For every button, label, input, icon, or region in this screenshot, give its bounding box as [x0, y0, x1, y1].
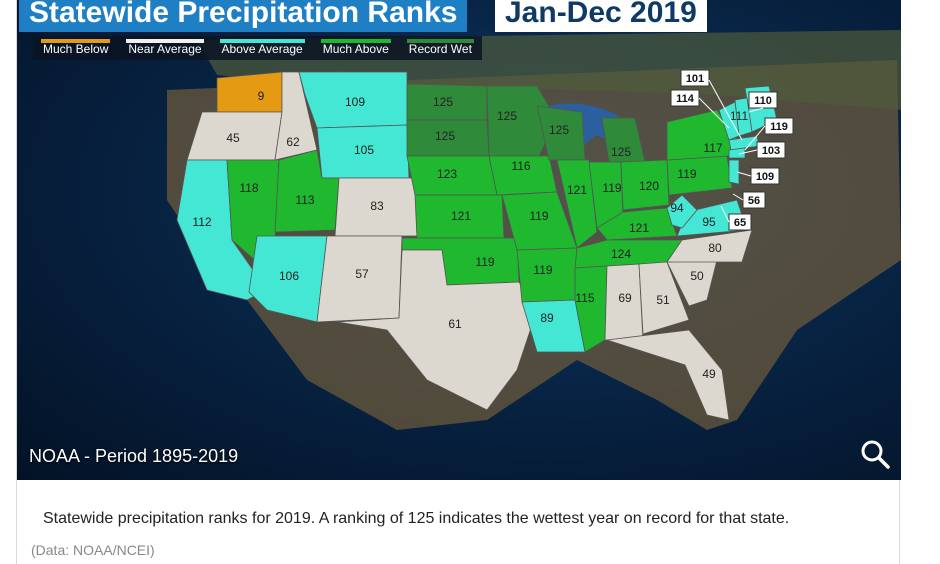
legend-swatch: [320, 39, 391, 43]
state-vt[interactable]: [718, 101, 740, 141]
rank-id: 62: [286, 135, 300, 149]
callout-nj: 109: [756, 171, 774, 183]
rank-ut: 113: [295, 193, 314, 207]
rank-ok: 119: [475, 255, 494, 269]
period-credit: NOAA - Period 1895-2019: [29, 446, 239, 466]
rank-sc: 50: [690, 269, 704, 283]
precipitation-map: 9 45 62 109 105 112 118 113 83 106 57 12…: [17, 0, 901, 480]
legend-swatch: [406, 39, 474, 43]
legend: Much Below Near Average Above Average Mu…: [33, 36, 482, 60]
rank-in: 119: [602, 181, 621, 195]
rank-az: 106: [279, 269, 299, 283]
rank-nm: 57: [355, 267, 369, 281]
rank-il: 121: [567, 183, 587, 197]
figure-card: 9 45 62 109 105 112 118 113 83 106 57 12…: [16, 0, 901, 564]
callout-me: 110: [754, 95, 772, 107]
rank-tn: 124: [611, 247, 631, 261]
zoom-icon[interactable]: [859, 438, 891, 470]
rank-mi: 125: [611, 145, 631, 159]
callout-ma-box: [680, 69, 710, 87]
rank-or: 45: [226, 131, 240, 145]
callout-leaders: [698, 79, 766, 223]
rank-ks: 121: [451, 209, 471, 223]
map-canvas: 9 45 62 109 105 112 118 113 83 106 57 12…: [167, 30, 901, 430]
data-source: (Data: NOAA/NCEI): [31, 542, 155, 558]
state-id[interactable]: [274, 71, 318, 161]
rank-fl: 49: [702, 367, 716, 381]
legend-swatch: [219, 39, 305, 43]
rank-al: 69: [618, 291, 632, 305]
rank-va: 95: [702, 215, 716, 229]
rank-wa: 9: [258, 89, 265, 103]
legend-above-average: Above Average: [212, 36, 313, 60]
state-nj[interactable]: [728, 159, 740, 185]
figure-caption: Statewide precipitation ranks for 2019. …: [43, 510, 790, 527]
rank-ca: 112: [192, 215, 211, 229]
magnifier-icon: [861, 440, 890, 469]
rank-ga: 51: [656, 293, 670, 307]
rank-sd: 125: [435, 129, 455, 143]
state-wa[interactable]: [216, 71, 283, 113]
callout-de: 56: [748, 195, 760, 207]
rank-nh: 111: [730, 109, 749, 123]
map-subtitle: Jan-Dec 2019: [495, 0, 707, 32]
rank-wv: 94: [670, 201, 684, 215]
legend-label: Above Average: [221, 42, 303, 56]
rank-mn: 125: [497, 109, 517, 123]
legend-swatch: [41, 39, 111, 43]
legend-much-below: Much Below: [33, 36, 118, 60]
rank-mo: 119: [529, 209, 548, 223]
state-tx[interactable]: [336, 249, 538, 411]
rank-ms: 115: [575, 291, 594, 305]
state-wv[interactable]: [666, 194, 698, 229]
state-ct[interactable]: [728, 147, 746, 159]
rank-nv: 118: [239, 181, 258, 195]
rank-wy: 105: [354, 143, 374, 157]
state-oh[interactable]: [620, 159, 670, 211]
legend-near-average: Near Average: [118, 36, 211, 60]
legend-label: Much Below: [43, 42, 109, 56]
rank-la: 89: [540, 311, 554, 325]
state-nc[interactable]: [666, 229, 753, 263]
callout-ri: 119: [770, 121, 788, 133]
rank-pa: 119: [677, 167, 696, 181]
state-fl[interactable]: [606, 329, 730, 421]
rank-tx: 61: [448, 317, 462, 331]
legend-record-wet: Record Wet: [399, 36, 482, 60]
legend-label: Record Wet: [408, 42, 472, 56]
rank-ny: 117: [703, 141, 722, 155]
rank-nd: 125: [433, 95, 453, 109]
legend-much-above: Much Above: [313, 36, 399, 60]
legend-label: Much Above: [322, 42, 389, 56]
rank-mt: 109: [345, 95, 365, 109]
rank-ar: 119: [533, 263, 552, 277]
rank-ne: 123: [437, 167, 457, 181]
state-az[interactable]: [248, 235, 328, 323]
state-ms[interactable]: [574, 265, 608, 353]
callout-md: 65: [734, 217, 746, 229]
rank-nc: 80: [708, 241, 722, 255]
rank-ky: 121: [629, 221, 649, 235]
rank-co: 83: [370, 199, 384, 213]
rank-oh: 120: [639, 179, 659, 193]
callout-ct: 103: [762, 145, 780, 157]
rank-ia: 116: [511, 159, 530, 173]
legend-label: Near Average: [128, 42, 202, 56]
rank-wi: 125: [549, 123, 569, 137]
legend-swatch: [126, 39, 204, 43]
map-title: Statewide Precipitation Ranks: [19, 0, 468, 32]
callout-vt: 114: [676, 93, 695, 105]
callout-ma: 101: [686, 73, 704, 85]
state-il[interactable]: [556, 159, 598, 249]
state-ga[interactable]: [638, 261, 690, 335]
